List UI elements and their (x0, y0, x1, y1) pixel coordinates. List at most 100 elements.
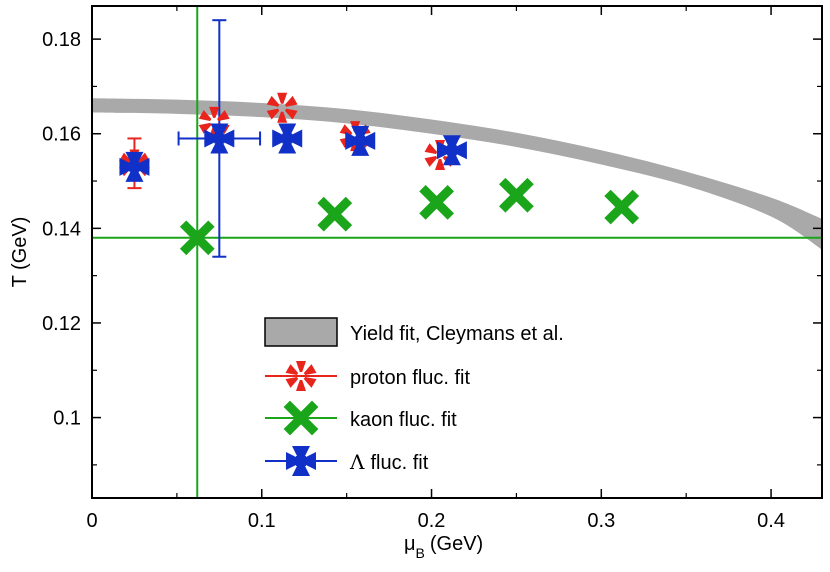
y-tick-label: 0.14 (42, 218, 81, 240)
asterisk-arm (285, 376, 299, 388)
asterisk-arm (266, 95, 280, 107)
asterisk-arm (285, 95, 298, 107)
star-arm (351, 125, 370, 138)
x-stroke (317, 196, 353, 232)
kaon-point (419, 184, 454, 220)
star-arm (278, 123, 297, 136)
star-core (282, 133, 293, 144)
kaon-point (604, 189, 640, 225)
asterisk-arm (198, 110, 212, 121)
lambda-point (436, 135, 467, 166)
lambda-legend-symbol (286, 446, 316, 476)
star-arm (442, 153, 461, 166)
asterisk-arm (217, 110, 230, 121)
star-arm (272, 129, 285, 148)
x-stroke (419, 184, 454, 220)
star-arm (286, 452, 298, 470)
marker-layer (118, 92, 640, 256)
asterisk-arm (209, 106, 220, 118)
star-arm (292, 446, 310, 458)
asterisk-arm (266, 108, 280, 120)
star-arm (345, 131, 358, 150)
kaon-point (179, 220, 215, 256)
kaon-point (317, 196, 353, 232)
x-tick-label: 0.2 (418, 510, 446, 532)
x-stroke (604, 189, 640, 225)
proton-legend-symbol (285, 361, 317, 391)
star-arm (222, 129, 235, 148)
star-arm (125, 169, 144, 182)
x-tick-label: 0.4 (757, 510, 785, 532)
star-arm (454, 141, 467, 160)
star-arm (125, 151, 144, 164)
star-arm (351, 143, 370, 156)
asterisk-arm (435, 159, 446, 171)
asterisk-arm (424, 155, 438, 167)
y-tick-label: 0.12 (42, 313, 81, 335)
lambda-point (119, 151, 150, 182)
star-arm (210, 141, 229, 154)
x-axis-label: μB (GeV) (404, 533, 483, 561)
proton-point (198, 106, 230, 137)
star-core (355, 135, 366, 146)
star-arm (436, 141, 449, 160)
proton-point (339, 121, 371, 152)
legend-lambda-suffix: fluc. fit (370, 452, 428, 474)
star-arm (292, 464, 310, 476)
star-arm (442, 135, 461, 148)
asterisk-arm (303, 364, 317, 376)
kaon-legend-symbol (283, 400, 319, 436)
errorbar-layer (92, 6, 822, 498)
x-tick-label: 0.3 (587, 510, 615, 532)
asterisk-arm (277, 111, 288, 123)
legend-label-band: Yield fit, Cleymans et al. (350, 323, 564, 345)
y-tick-label: 0.1 (53, 408, 81, 430)
star-arm (304, 452, 316, 470)
legend-band-swatch (264, 317, 338, 347)
band-layer (92, 98, 822, 250)
legend-marker-proton (285, 361, 317, 391)
proton-point (266, 92, 298, 123)
star-core (446, 145, 457, 156)
x-axis-label-mu: μ (404, 533, 416, 555)
x-stroke (179, 220, 215, 256)
legend-marker-lambda (286, 446, 316, 476)
star-arm (278, 141, 297, 154)
y-axis-label: T (GeV) (9, 217, 31, 288)
legend-marker-kaon (283, 400, 319, 436)
star-arm (119, 157, 132, 176)
asterisk-arm (285, 108, 298, 120)
lambda-point (204, 123, 235, 154)
x-axis-label-unit: (GeV) (430, 533, 483, 555)
tick-layer: 0 0.1 0.2 0.3 0.4 0.1 0.12 0.14 0.16 0.18 (42, 6, 822, 532)
x-stroke (499, 177, 534, 213)
asterisk-arm (296, 380, 306, 391)
legend-label-kaon: kaon fluc. fit (350, 409, 457, 431)
y-tick-label: 0.18 (42, 29, 81, 51)
kaon-point (499, 177, 534, 213)
y-tick-label: 0.16 (42, 124, 81, 146)
asterisk-arm (277, 92, 288, 104)
star-arm (210, 123, 229, 136)
star-core (129, 161, 140, 172)
plot-frame (91, 5, 823, 499)
legend-label-proton: proton fluc. fit (350, 367, 471, 389)
x-tick-label: 0 (86, 510, 97, 532)
x-stroke (283, 400, 319, 436)
lambda-point (345, 125, 376, 156)
asterisk-arm (198, 122, 212, 134)
yield-fit-band (92, 98, 822, 250)
star-core (214, 133, 225, 144)
star-arm (137, 157, 150, 176)
legend-lambda-symbol: Λ (349, 450, 365, 474)
legend: Yield fit, Cleymans et al. proton fluc. … (264, 317, 564, 476)
star-arm (290, 129, 303, 148)
asterisk-arm (303, 376, 317, 388)
asterisk-arm (424, 143, 438, 155)
asterisk-arm (285, 364, 299, 376)
asterisk-arm (296, 361, 306, 372)
star-core (296, 456, 306, 466)
star-arm (363, 131, 376, 150)
